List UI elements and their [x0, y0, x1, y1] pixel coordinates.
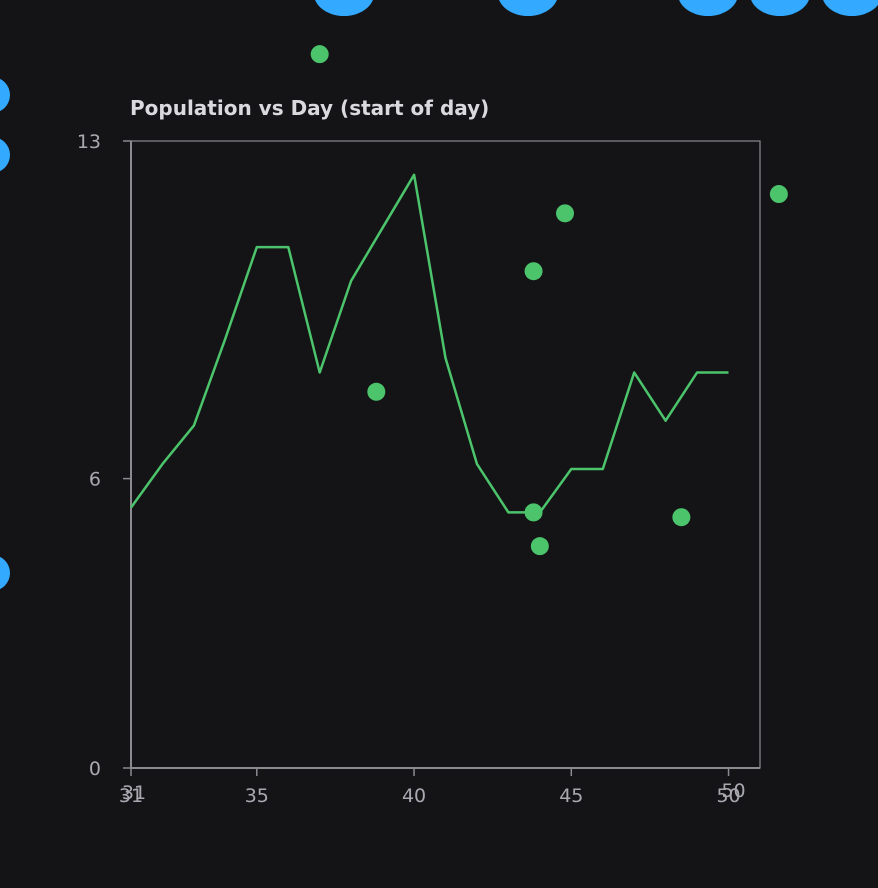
- x-tick-label-overlap: 50: [721, 780, 745, 802]
- decorative-blob: [0, 78, 10, 112]
- scatter-point: [367, 382, 386, 401]
- y-tick-label: 6: [89, 469, 101, 491]
- chart-title: Population vs Day (start of day): [130, 96, 489, 120]
- decorative-blob: [751, 0, 809, 16]
- x-tick-label: 35: [245, 785, 269, 807]
- offchart-blobs: [0, 0, 878, 590]
- x-tick-label: 50: [716, 785, 740, 807]
- series-line-path: [129, 173, 729, 514]
- scatter-point: [530, 537, 549, 556]
- plot-area: [130, 140, 761, 769]
- y-tick-label: 0: [89, 758, 101, 780]
- x-tick-label: 31: [119, 785, 143, 807]
- y-axis-ticks: 13 6 0: [77, 131, 131, 780]
- series-points: [310, 45, 788, 556]
- series-line: [129, 173, 729, 514]
- decorative-blob: [0, 138, 10, 172]
- decorative-blob: [499, 0, 557, 16]
- scatter-point: [769, 185, 788, 204]
- y-tick-label: 13: [77, 131, 101, 153]
- x-tick-label: 45: [559, 785, 583, 807]
- scatter-point: [672, 508, 691, 527]
- x-tick-label-overlap: 31: [122, 782, 146, 804]
- scatter-point: [556, 204, 575, 223]
- decorative-blob: [315, 0, 373, 16]
- decorative-blob: [823, 0, 878, 16]
- x-tick-label: 40: [402, 785, 426, 807]
- decorative-blob: [679, 0, 737, 16]
- plot-frame: [130, 140, 761, 769]
- scatter-point: [310, 45, 329, 64]
- decorative-blob: [0, 556, 10, 590]
- scatter-point: [524, 503, 543, 522]
- scatter-point: [524, 262, 543, 281]
